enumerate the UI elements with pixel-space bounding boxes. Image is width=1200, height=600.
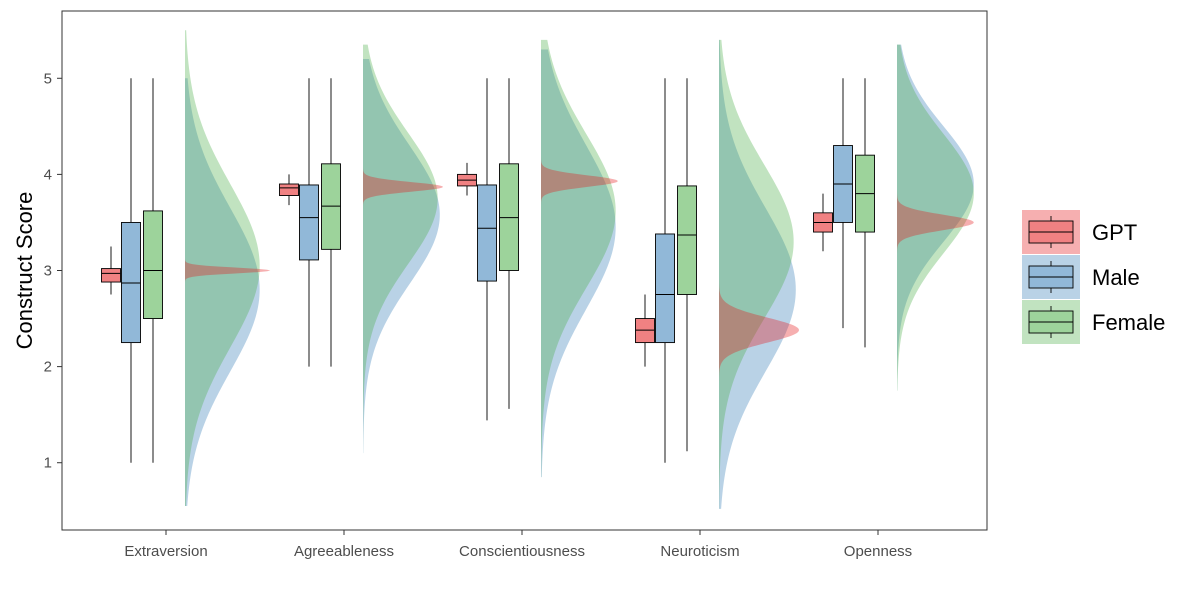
y-tick-label: 1 — [44, 455, 52, 472]
box-female-neuroticism — [677, 78, 697, 452]
box-gpt-extraversion — [101, 246, 121, 295]
box-male-extraversion — [121, 78, 141, 463]
box-male-openness — [833, 78, 853, 329]
legend-item-female: Female — [1022, 300, 1165, 344]
x-tick-label-conscientiousness: Conscientiousness — [459, 543, 585, 560]
density-gpt-agreeableness — [363, 145, 443, 228]
density-gpt-openness — [897, 179, 974, 266]
density-gpt-extraversion — [185, 222, 271, 319]
density-gpt-neuroticism — [719, 280, 799, 382]
box-female-extraversion — [143, 78, 163, 463]
density-female-extraversion — [185, 30, 260, 506]
box-female-conscientiousness — [499, 78, 519, 409]
box-iqr — [477, 184, 497, 282]
box-gpt-openness — [813, 193, 833, 252]
density-female-neuroticism — [719, 39, 794, 509]
y-tick-label: 4 — [44, 166, 52, 183]
legend-label: Female — [1092, 310, 1165, 335]
density-male-extraversion — [185, 78, 260, 506]
x-tick-label-agreeableness: Agreeableness — [294, 543, 394, 560]
legend-item-gpt: GPT — [1022, 210, 1137, 254]
box-iqr — [143, 210, 163, 320]
y-axis-title: Construct Score — [12, 192, 37, 350]
y-tick-label: 5 — [44, 70, 52, 87]
density-gpt-conscientiousness — [541, 135, 618, 223]
density-female-conscientiousness — [541, 39, 616, 478]
density-female-openness — [897, 44, 974, 391]
y-tick-label: 2 — [44, 359, 52, 376]
legend-label: Male — [1092, 265, 1140, 290]
box-male-conscientiousness — [477, 78, 497, 421]
density-layer — [185, 30, 974, 509]
box-male-agreeableness — [299, 78, 319, 367]
axes-layer: 1 2 3 4 5 Extraversion Agreeableness Conscienti… — [44, 70, 913, 560]
box-iqr — [677, 185, 697, 295]
density-male-agreeableness — [363, 59, 440, 454]
box-iqr — [279, 183, 299, 196]
box-gpt-conscientiousness — [457, 162, 477, 196]
x-tick-label-extraversion: Extraversion — [124, 543, 207, 560]
box-female-openness — [855, 78, 875, 348]
box-gpt-agreeableness — [279, 174, 299, 206]
legend: GPT Male Female — [1022, 210, 1165, 344]
box-gpt-neuroticism — [635, 294, 655, 367]
box-iqr — [655, 233, 675, 344]
density-female-agreeableness — [363, 44, 438, 454]
density-male-openness — [897, 44, 974, 391]
x-tick-label-neuroticism: Neuroticism — [660, 543, 739, 560]
box-iqr — [101, 268, 121, 283]
box-iqr — [299, 184, 319, 261]
density-male-conscientiousness — [541, 49, 616, 478]
box-female-agreeableness — [321, 78, 341, 367]
y-tick-label: 3 — [44, 263, 52, 280]
legend-item-male: Male — [1022, 255, 1140, 299]
density-male-neuroticism — [719, 39, 796, 509]
x-tick-label-openness: Openness — [844, 543, 912, 560]
boxplot-layer — [101, 78, 875, 463]
legend-label: GPT — [1092, 220, 1137, 245]
box-male-neuroticism — [655, 78, 675, 463]
